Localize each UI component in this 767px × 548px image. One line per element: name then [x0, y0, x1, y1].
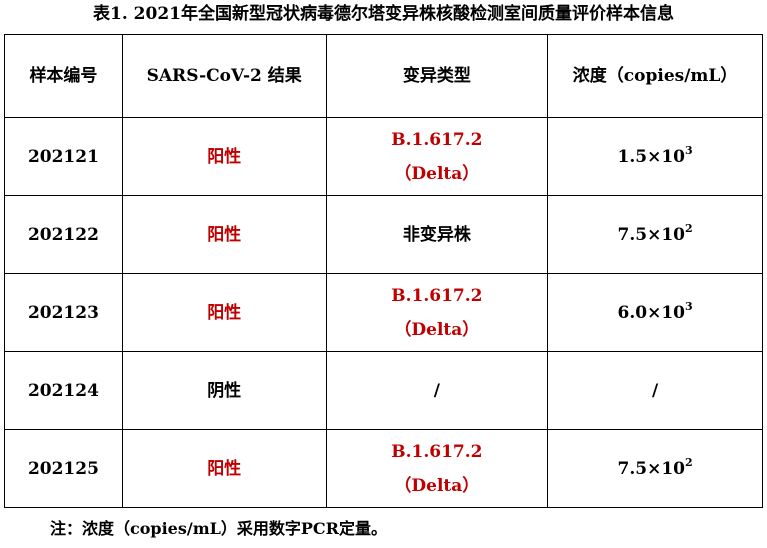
header-sample-id: 样本编号 [4, 34, 123, 118]
concentration-exponent: 3 [685, 299, 693, 313]
variant-label: （Delta） [394, 163, 480, 184]
variant-name: B.1.617.2 [391, 441, 483, 462]
table-row: 202125 阳性 B.1.617.2 （Delta） 7.5×102 [4, 429, 763, 508]
table-row: 202124 阴性 / / [4, 351, 763, 430]
concentration-exponent: 2 [685, 455, 693, 469]
concentration-base: 6.0×10 [617, 302, 685, 323]
sample-id-cell: 202124 [4, 351, 123, 430]
variant-label: （Delta） [394, 475, 480, 496]
concentration-base: 1.5×10 [617, 146, 685, 167]
result-cell: 阳性 [121, 273, 327, 352]
concentration-cell: 7.5×102 [547, 195, 763, 274]
concentration-base: 7.5×10 [617, 224, 685, 245]
header-row: 样本编号 SARS-CoV-2 结果 变异类型 浓度（copies/mL） [4, 34, 763, 118]
footnote: 注：浓度（copies/mL）采用数字PCR定量。 [50, 519, 387, 538]
variant-name: B.1.617.2 [391, 129, 483, 150]
table-row: 202121 阳性 B.1.617.2 （Delta） 1.5×103 [4, 117, 763, 196]
result-cell: 阳性 [121, 117, 327, 196]
concentration-exponent: 3 [685, 143, 693, 157]
concentration-cell: 1.5×103 [547, 117, 763, 196]
variant-name: 非变异株 [402, 224, 471, 245]
table-row: 202122 阳性 非变异株 7.5×102 [4, 195, 763, 274]
sample-id-cell: 202122 [4, 195, 123, 274]
header-variant: 变异类型 [325, 34, 549, 118]
result-cell: 阴性 [121, 351, 327, 430]
concentration-base: 7.5×10 [617, 458, 685, 479]
header-concentration: 浓度（copies/mL） [547, 34, 763, 118]
variant-cell: B.1.617.2 （Delta） [325, 117, 549, 196]
concentration-base: / [651, 380, 659, 401]
variant-cell: B.1.617.2 （Delta） [325, 429, 549, 508]
variant-cell: B.1.617.2 （Delta） [325, 273, 549, 352]
header-result: SARS-CoV-2 结果 [121, 34, 327, 118]
variant-cell: / [325, 351, 549, 430]
variant-cell: 非变异株 [325, 195, 549, 274]
sample-id-cell: 202125 [4, 429, 123, 508]
result-cell: 阳性 [121, 195, 327, 274]
concentration-cell: 7.5×102 [547, 429, 763, 508]
concentration-cell: 6.0×103 [547, 273, 763, 352]
variant-name: B.1.617.2 [391, 285, 483, 306]
result-cell: 阳性 [121, 429, 327, 508]
concentration-exponent: 2 [685, 221, 693, 235]
table-row: 202123 阳性 B.1.617.2 （Delta） 6.0×103 [4, 273, 763, 352]
sample-id-cell: 202123 [4, 273, 123, 352]
concentration-cell: / [547, 351, 763, 430]
variant-name: / [433, 380, 440, 401]
variant-label: （Delta） [394, 319, 480, 340]
sample-info-table: 样本编号 SARS-CoV-2 结果 变异类型 浓度（copies/mL） 20… [4, 34, 763, 508]
table-title: 表1. 2021年全国新型冠状病毒德尔塔变异株核酸检测室间质量评价样本信息 [93, 4, 674, 24]
sample-id-cell: 202121 [4, 117, 123, 196]
